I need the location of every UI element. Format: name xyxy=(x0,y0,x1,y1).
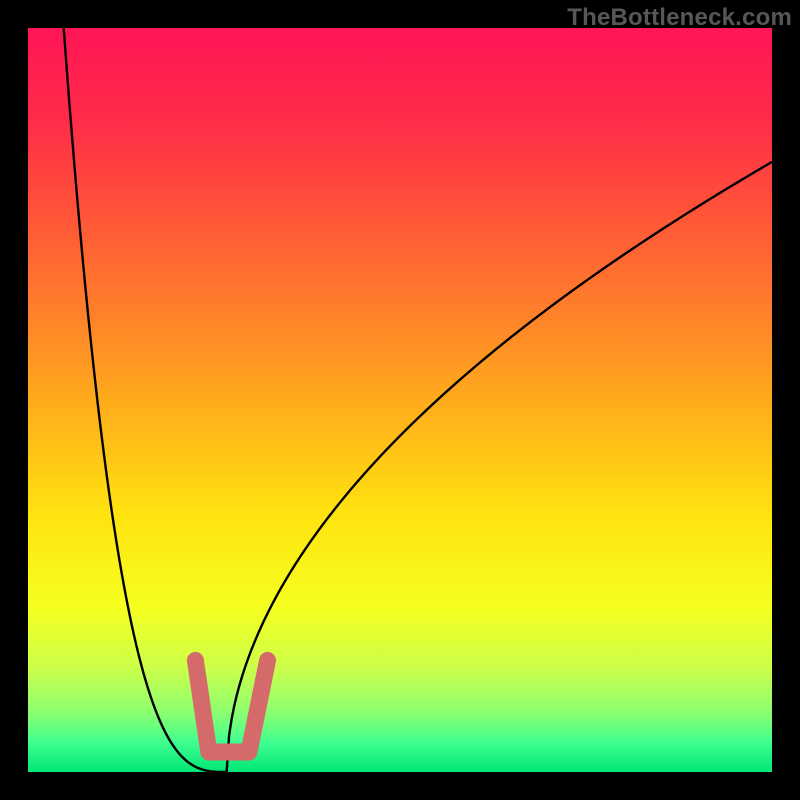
chart-svg xyxy=(28,28,772,772)
plot-area xyxy=(28,28,772,772)
chart-container: TheBottleneck.com xyxy=(0,0,800,800)
watermark-text: TheBottleneck.com xyxy=(567,4,792,32)
